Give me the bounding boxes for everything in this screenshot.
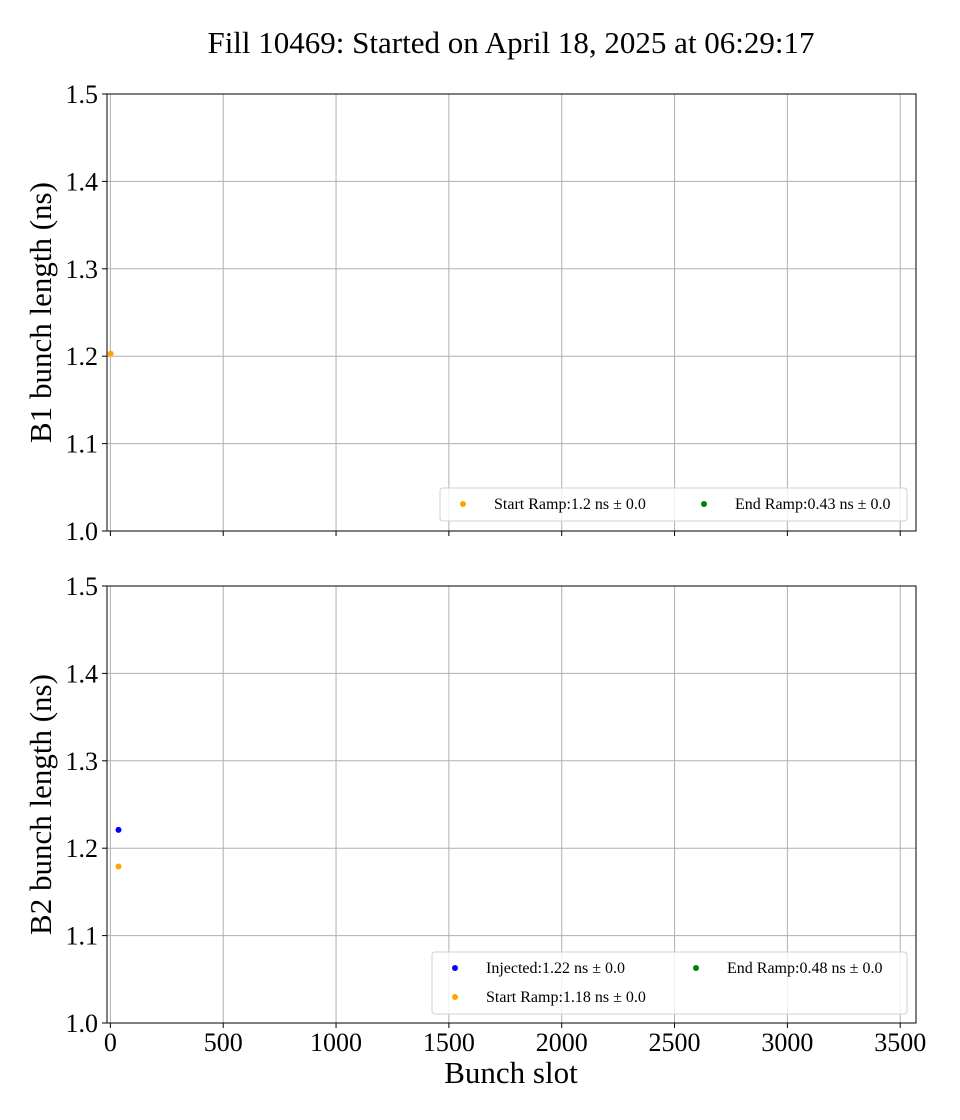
x-tick-label: 1500 (423, 1028, 475, 1057)
legend-label: End Ramp:0.43 ns ± 0.0 (735, 496, 890, 513)
legend-label: Injected:1.22 ns ± 0.0 (486, 960, 625, 977)
y-tick-label: 1.4 (66, 167, 99, 196)
y-tick-label: 1.3 (66, 255, 99, 284)
y-tick-label: 1.2 (66, 834, 99, 863)
legend-label: Start Ramp:1.2 ns ± 0.0 (494, 496, 646, 513)
x-tick-label: 1000 (310, 1028, 362, 1057)
legend-marker (701, 501, 707, 507)
y-tick-label: 1.0 (66, 1009, 99, 1038)
chart-title: Fill 10469: Started on April 18, 2025 at… (207, 25, 814, 60)
plot-frame (106, 93, 917, 532)
y-tick-label: 1.4 (66, 659, 99, 688)
legend-label: Start Ramp:1.18 ns ± 0.0 (486, 989, 646, 1006)
legend-marker (460, 501, 466, 507)
x-tick-label: 500 (204, 1028, 243, 1057)
y-axis-label: B1 bunch length (ns) (23, 182, 58, 443)
legend-frame (439, 487, 908, 522)
y-axis-label: B2 bunch length (ns) (23, 674, 58, 935)
legend-marker (693, 965, 699, 971)
x-tick-label: 3000 (761, 1028, 813, 1057)
y-tick-label: 1.1 (66, 430, 99, 459)
x-tick-label: 2000 (536, 1028, 588, 1057)
panel-2: 0 500 1000 1500 2000 2500 3000 3500 1.0 1.1 1.2 1.3… (23, 572, 926, 1057)
legend: Start Ramp:1.2 ns ± 0.0 End Ramp:0.43 ns … (439, 487, 908, 522)
x-tick-label: 2500 (649, 1028, 701, 1057)
y-tick-label: 1.3 (66, 747, 99, 776)
legend-frame (431, 951, 908, 1015)
x-tick-label: 0 (104, 1028, 117, 1057)
y-tick-label: 1.2 (66, 342, 99, 371)
y-tick-label: 1.1 (66, 922, 99, 951)
y-tick-label: 1.5 (66, 572, 99, 601)
legend: Injected:1.22 ns ± 0.0 Start Ramp:1.18 ns… (431, 951, 908, 1015)
legend-marker (452, 965, 458, 971)
legend-label: End Ramp:0.48 ns ± 0.0 (727, 960, 882, 977)
y-tick-label: 1.0 (66, 517, 99, 546)
data-point-injected (115, 826, 122, 833)
panel-1: 1.0 1.1 1.2 1.3 1.4 1.5 B1 bunch length (ns) St… (23, 80, 917, 546)
x-axis-label: Bunch slot (444, 1055, 578, 1090)
legend-marker (452, 994, 458, 1000)
data-point-start-ramp (115, 863, 122, 870)
y-tick-label: 1.5 (66, 80, 99, 109)
data-point-start-ramp (107, 350, 114, 357)
plot-frame (106, 585, 917, 1024)
x-tick-label: 3500 (874, 1028, 926, 1057)
